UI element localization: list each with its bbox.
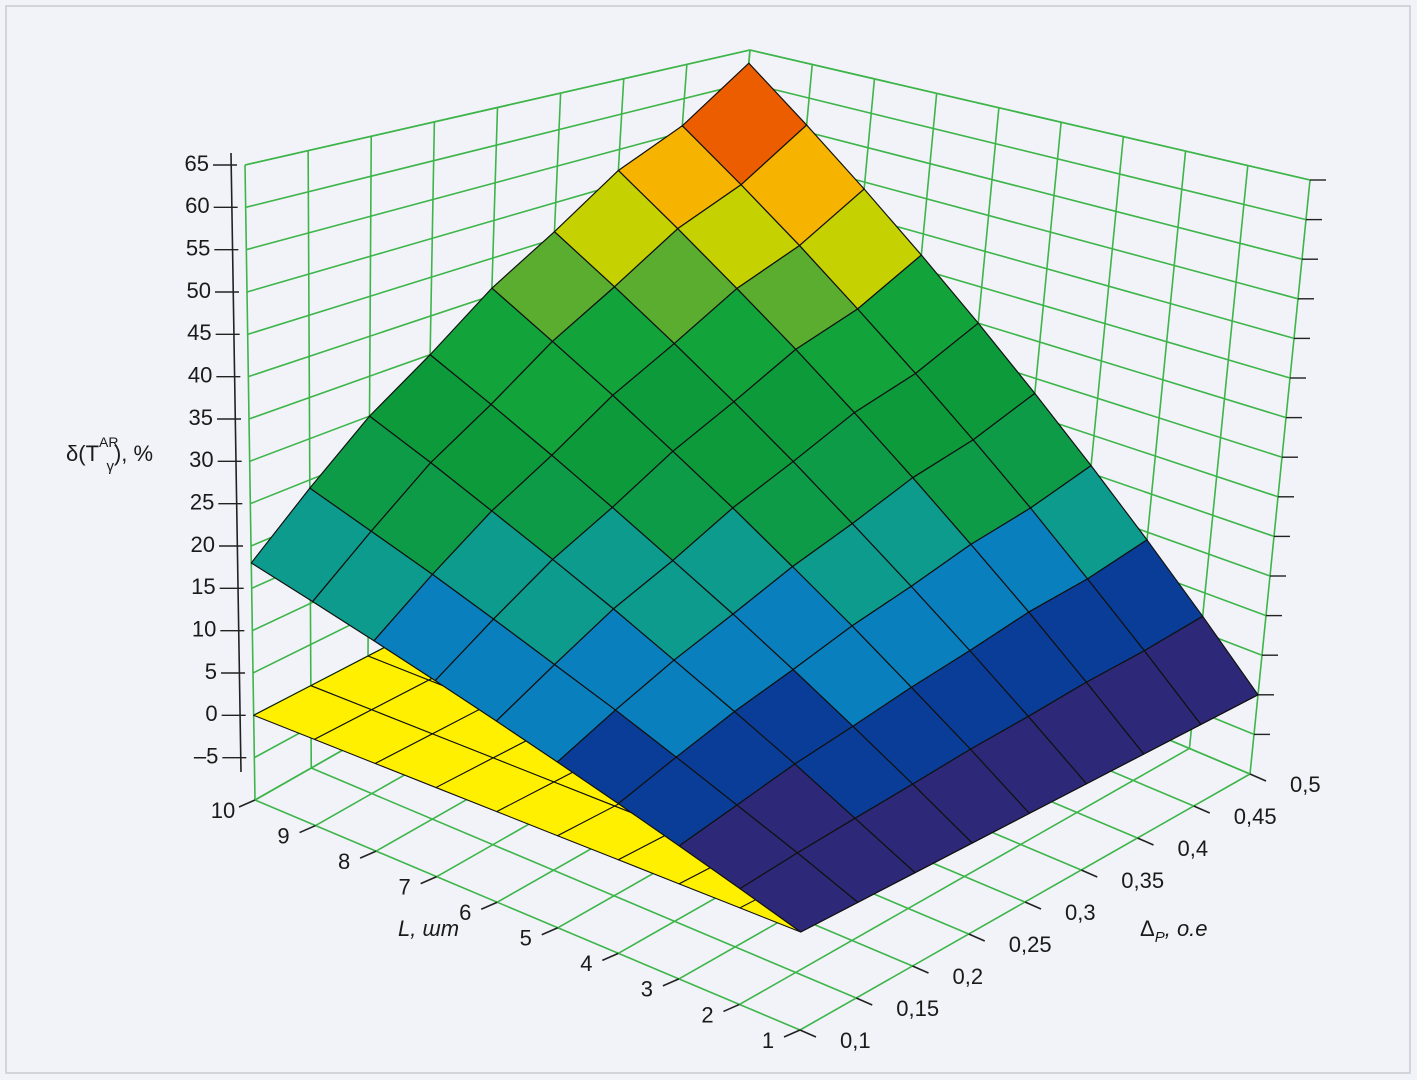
x-tick (299, 824, 316, 834)
wall-grid-line (746, 82, 1307, 221)
x-tick (541, 927, 559, 936)
z-tick-label: 40 (188, 362, 212, 387)
x-tick-label: 7 (399, 874, 411, 899)
x-tick-label: 10 (211, 798, 235, 823)
x-tick (359, 850, 377, 859)
x-tick-label: 2 (701, 1002, 713, 1027)
z-tick-label: 50 (187, 278, 211, 303)
x-tick (420, 875, 437, 885)
z-axis-title-main: δ(T (66, 441, 99, 466)
y-axis-title-tail: , о.е (1165, 916, 1208, 941)
y-tick (1080, 869, 1098, 878)
y-tick-label: 0,5 (1290, 772, 1321, 797)
y-tick-label: 0,15 (896, 996, 939, 1021)
z-tick-label: 10 (192, 616, 216, 641)
z-axis-title: δ(TAR γ), % (66, 434, 153, 475)
z-tick-label: 15 (191, 574, 215, 599)
x-tick-label: 6 (459, 900, 471, 925)
x-tick-label: 8 (338, 849, 350, 874)
z-tick-label: 5 (205, 659, 217, 684)
y-tick-label: 0,1 (840, 1028, 871, 1053)
z-tick-label: 45 (187, 320, 211, 345)
y-tick (1024, 901, 1042, 910)
y-tick-label: 0,45 (1234, 804, 1277, 829)
wall-grid-line (307, 150, 313, 769)
z-tick-label: 65 (185, 151, 209, 176)
y-tick-label: 0,3 (1065, 900, 1096, 925)
x-tick (783, 1029, 801, 1038)
z-tick-label: 20 (191, 532, 215, 557)
x-tick (238, 799, 256, 808)
wall-grid-line (245, 82, 748, 209)
y-tick (912, 965, 929, 974)
wall-grid-line (1249, 179, 1311, 775)
x-tick-label: 3 (641, 977, 653, 1002)
surface-cell (739, 852, 859, 933)
y-axis-title: ΔP, о.е (1140, 916, 1208, 946)
y-tick (1137, 837, 1154, 846)
y-axis-title-main: Δ (1140, 916, 1155, 941)
floor-grid-line (310, 767, 857, 999)
y-tick-label: 0,4 (1178, 836, 1209, 861)
box-edge (749, 49, 1311, 181)
y-tick (799, 1029, 817, 1038)
x-tick-label: 9 (277, 823, 289, 848)
z-tick-label: 55 (186, 235, 210, 260)
floor-grid-line (254, 799, 801, 1031)
z-tick-label: –5 (194, 743, 218, 768)
box-edge (244, 49, 751, 166)
y-tick-label: 0,2 (953, 964, 984, 989)
wall-grid-line (743, 115, 1303, 260)
z-tick-label: 0 (205, 701, 217, 726)
x-tick (602, 952, 619, 962)
y-tick (855, 997, 873, 1006)
z-axis-line (230, 152, 242, 773)
wall-grid-line (244, 164, 256, 801)
x-tick-label: 4 (580, 951, 592, 976)
x-tick (723, 1003, 740, 1013)
z-tick-label: 25 (190, 489, 214, 514)
y-tick-label: 0,25 (1009, 932, 1052, 957)
x-tick (480, 901, 498, 910)
z-axis-title-tail: ), % (114, 441, 153, 466)
y-tick (1249, 773, 1267, 782)
z-axis-title-sup: AR (99, 434, 118, 450)
x-tick (662, 978, 680, 987)
x-axis-title: L, шт (398, 916, 459, 941)
z-tick-label: 35 (189, 405, 213, 430)
plot-area: –505101520253035404550556065123456789100… (185, 49, 1326, 1053)
x-tick-label: 5 (520, 926, 532, 951)
y-tick (968, 933, 986, 942)
x-tick-label: 1 (762, 1028, 774, 1053)
wall-grid-line (246, 115, 745, 251)
z-tick-label: 60 (185, 193, 209, 218)
y-tick (1193, 805, 1211, 814)
y-axis-title-sub: P (1155, 929, 1165, 946)
z-axis-title-sub: γ (106, 458, 114, 475)
y-tick-label: 0,35 (1121, 868, 1164, 893)
z-tick-label: 30 (189, 447, 213, 472)
